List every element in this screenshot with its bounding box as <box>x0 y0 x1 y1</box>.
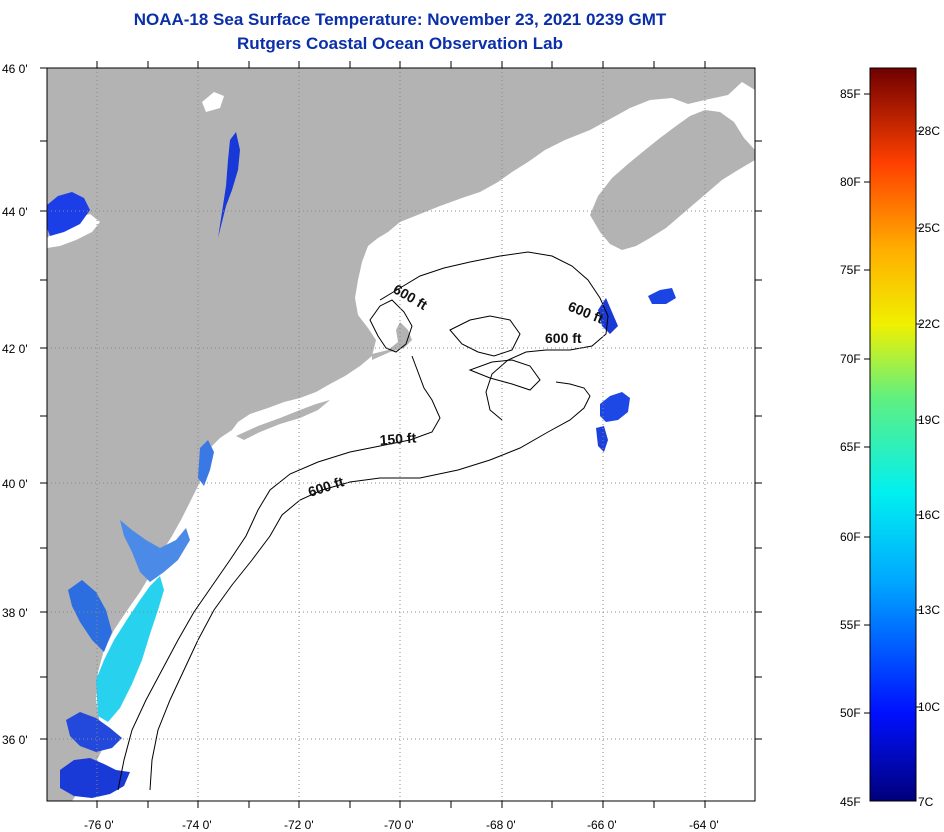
offshore-patch-4 <box>596 426 608 452</box>
isobath-600-shelf <box>149 381 591 791</box>
colorbar-c-22: 22C <box>918 317 941 331</box>
nj-coast-sst <box>198 440 214 486</box>
map-title: NOAA-18 Sea Surface Temperature: Novembe… <box>133 10 667 29</box>
land-long-island <box>236 400 330 440</box>
colorbar-f-60: 60F <box>840 530 861 544</box>
colorbar-f-75: 75F <box>840 263 861 277</box>
colorbar-f-80: 80F <box>840 175 861 189</box>
lat-label-40: 40 0' <box>2 477 28 491</box>
lon-label-68: -68 0' <box>486 818 516 832</box>
delaware-bay-sst <box>120 520 190 582</box>
colorbar-c-25: 25C <box>918 221 941 235</box>
lat-label-44: 44 0' <box>2 205 28 219</box>
isobath-150 <box>117 355 441 791</box>
lon-label-74: -74 0' <box>182 818 212 832</box>
colorbar-c-16: 16C <box>918 508 941 522</box>
isobath-600-basin <box>449 315 521 357</box>
colorbar-f-70: 70F <box>840 352 861 366</box>
lon-label-64: -64 0' <box>689 818 719 832</box>
colorbar-ticks <box>864 93 922 714</box>
isobath-coast-gulf <box>369 299 413 353</box>
axis-ticks <box>40 61 762 808</box>
lon-label-66: -66 0' <box>587 818 617 832</box>
land-nova-scotia <box>590 110 755 250</box>
lake-white-1 <box>202 92 224 112</box>
lon-label-70: -70 0' <box>384 818 414 832</box>
colorbar-c-10: 10C <box>918 700 941 714</box>
offshore-patch-1 <box>648 288 676 304</box>
map-subtitle: Rutgers Coastal Ocean Observation Lab <box>237 34 563 53</box>
lat-label-46: 46 0' <box>2 62 28 76</box>
colorbar-c-7: 7C <box>918 795 934 809</box>
land-cape-cod <box>372 322 412 360</box>
isobath-label-3: 600 ft <box>545 330 582 346</box>
isobath-label-4: 150 ft <box>379 429 417 448</box>
colorbar-f-65: 65F <box>840 440 861 454</box>
lake-ontario <box>47 214 100 248</box>
lat-label-38: 38 0' <box>2 606 28 620</box>
lon-label-76: -76 0' <box>84 818 114 832</box>
colorbar-c-28: 28C <box>918 124 941 138</box>
offshore-patch-2 <box>600 392 630 422</box>
lat-label-36: 36 0' <box>2 733 28 747</box>
pamlico-sst <box>60 758 130 798</box>
colorbar-f-85: 85F <box>840 87 861 101</box>
lat-label-42: 42 0' <box>2 342 28 356</box>
colorbar-f-45: 45F <box>840 795 861 809</box>
colorbar-c-19: 19C <box>918 413 941 427</box>
colorbar-c-13: 13C <box>918 603 941 617</box>
isobath-georges <box>468 359 541 391</box>
map-frame <box>46 67 756 802</box>
land-mainland <box>47 68 755 801</box>
colorbar-f-50: 50F <box>840 706 861 720</box>
lake-cold-1 <box>47 192 90 236</box>
colorbar <box>869 67 917 802</box>
lon-label-72: -72 0' <box>284 818 314 832</box>
isobath-600-gulf <box>379 251 609 421</box>
coastal-sst <box>66 712 122 752</box>
chesapeake-west-sst <box>68 580 112 652</box>
colorbar-f-55: 55F <box>840 618 861 632</box>
